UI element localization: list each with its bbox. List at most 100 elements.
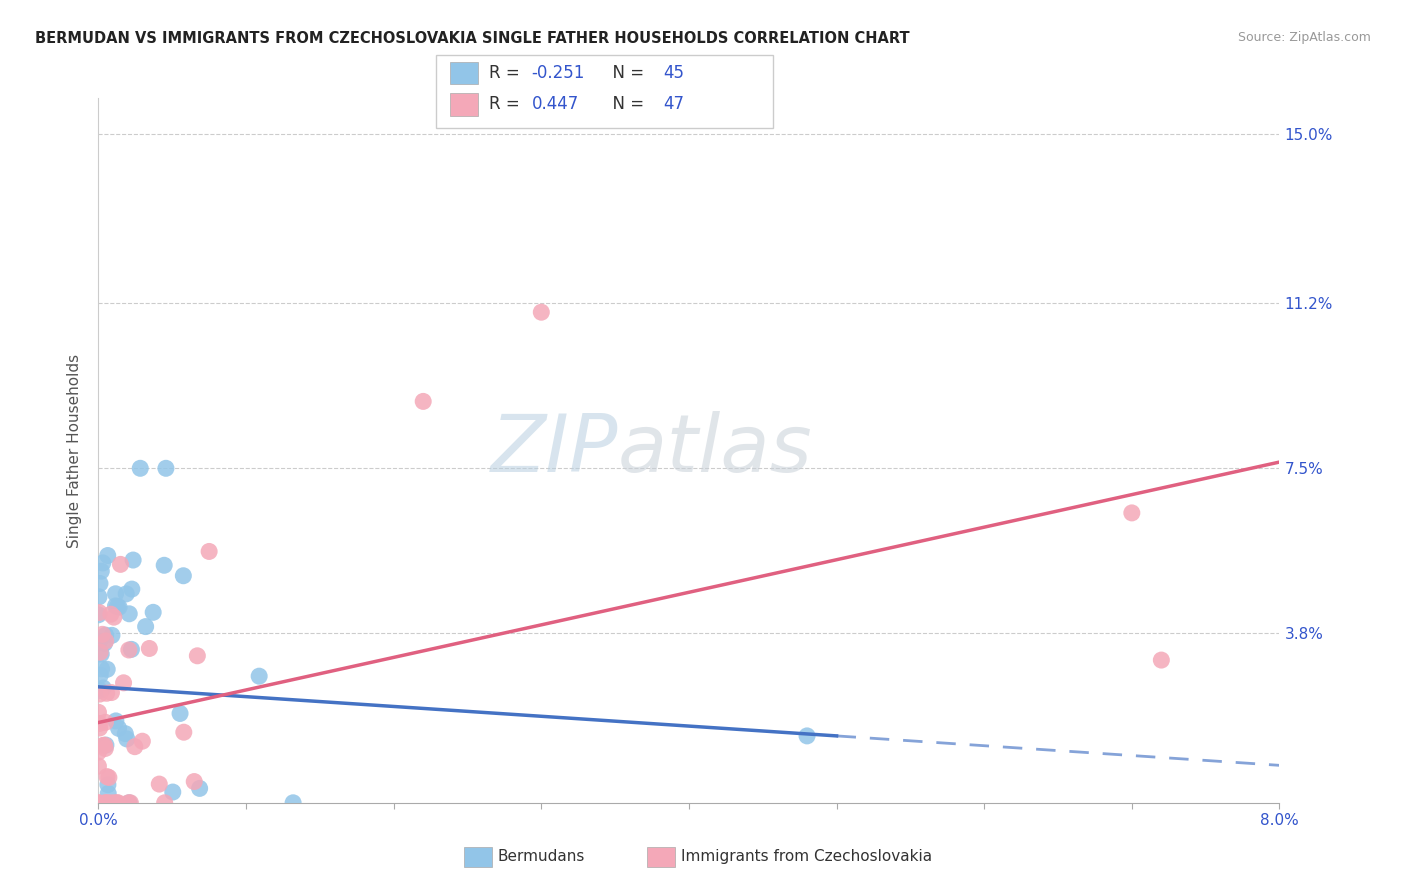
Text: atlas: atlas: [619, 411, 813, 490]
Point: [104, 796, 127, 810]
Point: [89, 687, 111, 701]
Point: [96, 686, 118, 700]
Point: [87, 796, 110, 810]
Point: [100, 685, 122, 699]
Point: [169, 706, 191, 721]
Point: [87, 745, 110, 759]
Point: [121, 582, 143, 596]
Point: [93, 738, 115, 752]
Point: [118, 607, 141, 621]
Point: [131, 734, 153, 748]
Point: [94, 715, 117, 730]
Point: [97, 549, 120, 563]
Point: [148, 777, 170, 791]
Point: [96, 662, 118, 676]
Point: [1150, 653, 1173, 667]
Point: [112, 675, 135, 690]
Point: [108, 600, 131, 615]
Point: [96, 796, 118, 810]
Point: [100, 607, 122, 622]
Point: [104, 599, 127, 613]
Point: [186, 648, 208, 663]
Point: [89, 716, 111, 731]
Point: [129, 461, 152, 475]
Point: [94, 634, 117, 648]
Point: [87, 706, 110, 720]
Point: [89, 606, 111, 620]
Point: [91, 681, 114, 695]
Text: R =: R =: [489, 95, 526, 113]
Point: [90, 662, 112, 676]
Point: [115, 731, 138, 746]
Point: [107, 599, 129, 614]
Point: [97, 787, 120, 801]
Point: [89, 721, 111, 735]
Point: [183, 774, 205, 789]
Point: [412, 394, 434, 409]
Text: N =: N =: [602, 95, 650, 113]
Point: [162, 785, 184, 799]
Point: [104, 714, 127, 728]
Point: [110, 558, 132, 572]
Point: [530, 305, 553, 319]
Point: [172, 568, 194, 582]
Point: [87, 796, 110, 810]
Point: [87, 590, 110, 604]
Point: [90, 647, 112, 661]
Point: [188, 781, 211, 796]
Point: [94, 628, 117, 642]
Point: [89, 634, 111, 648]
Point: [114, 726, 136, 740]
Point: [91, 627, 114, 641]
Point: [198, 544, 221, 558]
Point: [97, 778, 120, 792]
Point: [247, 669, 270, 683]
Point: [796, 729, 818, 743]
Point: [89, 668, 111, 682]
Point: [96, 796, 118, 810]
Point: [91, 739, 114, 753]
Point: [105, 796, 128, 810]
Point: [138, 641, 160, 656]
Point: [120, 796, 142, 810]
Text: 0.447: 0.447: [531, 95, 579, 113]
Text: Source: ZipAtlas.com: Source: ZipAtlas.com: [1237, 31, 1371, 45]
Point: [120, 642, 142, 657]
Text: BERMUDAN VS IMMIGRANTS FROM CZECHOSLOVAKIA SINGLE FATHER HOUSEHOLDS CORRELATION : BERMUDAN VS IMMIGRANTS FROM CZECHOSLOVAK…: [35, 31, 910, 46]
Text: -0.251: -0.251: [531, 64, 585, 82]
Point: [281, 796, 304, 810]
Point: [94, 738, 117, 752]
Point: [107, 722, 129, 736]
Point: [115, 587, 138, 601]
Point: [89, 683, 111, 698]
Point: [94, 796, 117, 810]
Point: [118, 643, 141, 657]
Point: [124, 739, 146, 754]
Point: [97, 771, 120, 785]
Point: [153, 558, 176, 573]
Text: Bermudans: Bermudans: [498, 849, 585, 863]
Point: [107, 796, 129, 810]
Point: [100, 796, 122, 810]
Text: ZIP: ZIP: [491, 411, 619, 490]
Point: [87, 759, 110, 773]
Point: [89, 576, 111, 591]
Text: 47: 47: [664, 95, 685, 113]
Text: Immigrants from Czechoslovakia: Immigrants from Czechoslovakia: [681, 849, 932, 863]
Point: [1121, 506, 1143, 520]
Point: [101, 628, 124, 642]
Point: [87, 607, 110, 622]
Point: [122, 553, 145, 567]
Point: [118, 796, 141, 810]
Point: [173, 725, 195, 739]
Point: [94, 741, 117, 756]
Text: R =: R =: [489, 64, 526, 82]
Point: [96, 770, 118, 784]
Y-axis label: Single Father Households: Single Father Households: [67, 353, 83, 548]
Point: [153, 796, 176, 810]
Point: [90, 564, 112, 578]
Point: [103, 610, 125, 624]
Text: N =: N =: [602, 64, 650, 82]
Point: [155, 461, 177, 475]
Point: [93, 636, 115, 650]
